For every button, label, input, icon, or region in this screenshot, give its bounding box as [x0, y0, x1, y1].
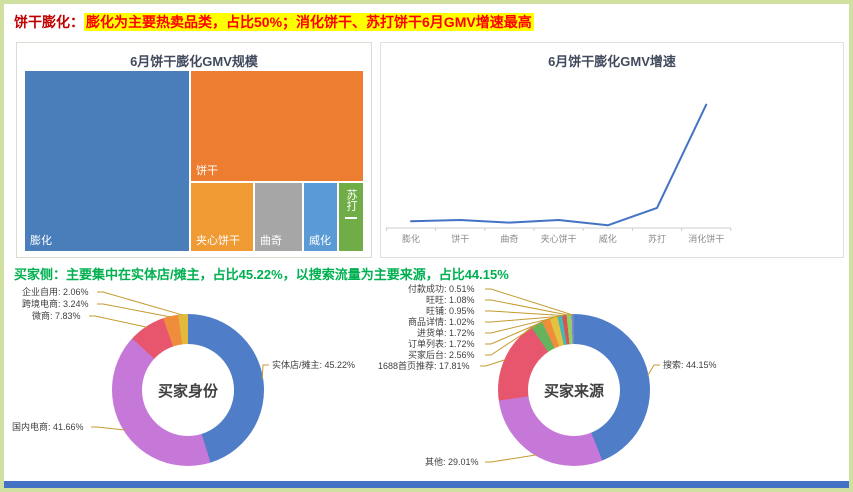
pie-label-leader-line — [485, 288, 573, 316]
gmv-growth-panel: 6月饼干膨化GMV增速 膨化 饼干 曲奇 夹心饼干 威化 苏打 消化饼干 — [380, 42, 844, 258]
treemap-block-label: 膨化 — [30, 235, 52, 247]
gmv-growth-line-chart: 膨化 饼干 曲奇 夹心饼干 威化 苏打 消化饼干 — [385, 103, 732, 244]
pie-segment-label: 国内电商: 41.66% — [12, 422, 84, 432]
treemap-block-label: 苏打 — [345, 189, 357, 211]
treemap-block: 威化 — [304, 183, 337, 251]
pie-label-leader-line — [485, 310, 565, 317]
treemap-block-label: 夹心饼干 — [196, 235, 240, 247]
label-underline — [345, 217, 357, 219]
pie-segment-label: 企业自用: 2.06% — [22, 287, 89, 297]
pie-segment-label: 订单列表: 1.72% — [408, 339, 475, 349]
gmv-treemap-chart: 膨化 饼干夹心饼干 曲奇 威化 苏打 — [25, 71, 363, 251]
slide-title-prefix: 饼干膨化： — [14, 14, 84, 30]
x-axis-label: 威化 — [599, 233, 617, 244]
x-axis-label: 苏打 — [648, 233, 666, 244]
pie-label-leader-line — [647, 364, 660, 377]
pie-segment-label: 旺旺: 1.08% — [426, 295, 475, 305]
pie-segment-label: 其他: 29.01% — [425, 457, 479, 467]
slide-title: 饼干膨化： 膨化为主要热卖品类，占比50%；消化饼干、苏打饼干6月GMV增速最高 — [14, 12, 534, 32]
slide-title-highlight: 膨化为主要热卖品类，占比50%；消化饼干、苏打饼干6月GMV增速最高 — [84, 13, 534, 31]
donut-center-label: 买家来源 — [528, 344, 620, 436]
treemap-block: 曲奇 — [255, 183, 302, 251]
pie-segment-label: 买家后台: 2.56% — [408, 350, 475, 360]
pie-segment-label: 旺铺: 0.95% — [426, 306, 475, 316]
x-axis-label: 曲奇 — [500, 233, 518, 244]
treemap-block: 饼干 — [191, 71, 363, 181]
linechart-title: 6月饼干膨化GMV增速 — [548, 54, 676, 69]
pie-segment-label: 实体店/摊主: 45.22% — [272, 360, 356, 370]
pie-label-leader-line — [89, 315, 148, 328]
donut-center-label: 买家身份 — [142, 344, 234, 436]
treemap-block-label: 威化 — [309, 235, 331, 247]
pie-segment-label: 进货单: 1.72% — [417, 328, 475, 338]
pie-label-leader-line — [485, 454, 537, 463]
pie-segment-label: 搜索: 44.15% — [663, 360, 717, 370]
pie-segment-label: 1688首页推荐: 17.81% — [378, 361, 470, 371]
pie-label-leader-line — [97, 291, 184, 316]
x-axis-label: 消化饼干 — [688, 233, 724, 244]
footer-accent-bar — [4, 481, 849, 488]
treemap-block-label: 曲奇 — [260, 235, 282, 247]
gmv-scale-panel: 6月饼干膨化GMV规模 膨化 饼干夹心饼干 曲奇 威化 苏打 — [16, 42, 372, 258]
pie-label-leader-line — [261, 364, 269, 379]
pie-label-leader-line — [485, 299, 570, 316]
buyer-donuts-region: 买家身份 实体店/摊主: 45.22% 国内电商: 41.66% 微商: 7.83% 跨… — [4, 276, 849, 486]
pie-segment-label: 跨境电商: 3.24% — [22, 299, 89, 309]
pie-label-leader-line — [97, 303, 171, 318]
treemap-block: 夹心饼干 — [191, 183, 253, 251]
gmv-growth-series-line — [410, 103, 708, 227]
pie-segment-label: 商品详情: 1.02% — [408, 317, 475, 327]
pie-segment-label: 付款成功: 0.51% — [408, 284, 475, 294]
x-axis-label: 膨化 — [402, 233, 420, 244]
treemap-title: 6月饼干膨化GMV规模 — [130, 54, 258, 69]
treemap-block: 膨化 — [25, 71, 189, 251]
treemap-block: 苏打 — [339, 183, 363, 251]
x-axis-label: 饼干 — [451, 233, 469, 244]
x-axis-label: 夹心饼干 — [541, 233, 577, 244]
buyer-side-title: 买家侧：主要集中在实体店/摊主，占比45.22%，以搜索流量为主要来源，占比44… — [14, 267, 509, 282]
treemap-block-label: 饼干 — [196, 165, 218, 177]
pie-label-leader-line — [91, 426, 125, 431]
pie-segment-label: 微商: 7.83% — [32, 311, 81, 321]
